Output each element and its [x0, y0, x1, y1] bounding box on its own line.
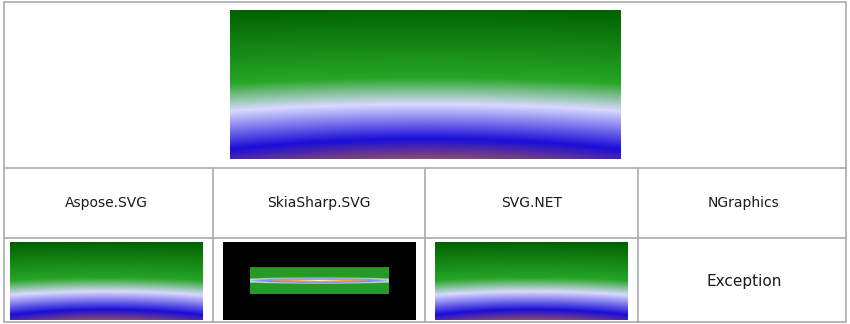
- Text: SkiaSharp.SVG: SkiaSharp.SVG: [267, 196, 371, 211]
- Text: SVG.NET: SVG.NET: [501, 196, 562, 211]
- Text: Exception: Exception: [706, 274, 781, 289]
- Text: Aspose.SVG: Aspose.SVG: [65, 196, 148, 211]
- Text: NGraphics: NGraphics: [708, 196, 779, 211]
- Text: Google Chrome: Google Chrome: [355, 30, 495, 48]
